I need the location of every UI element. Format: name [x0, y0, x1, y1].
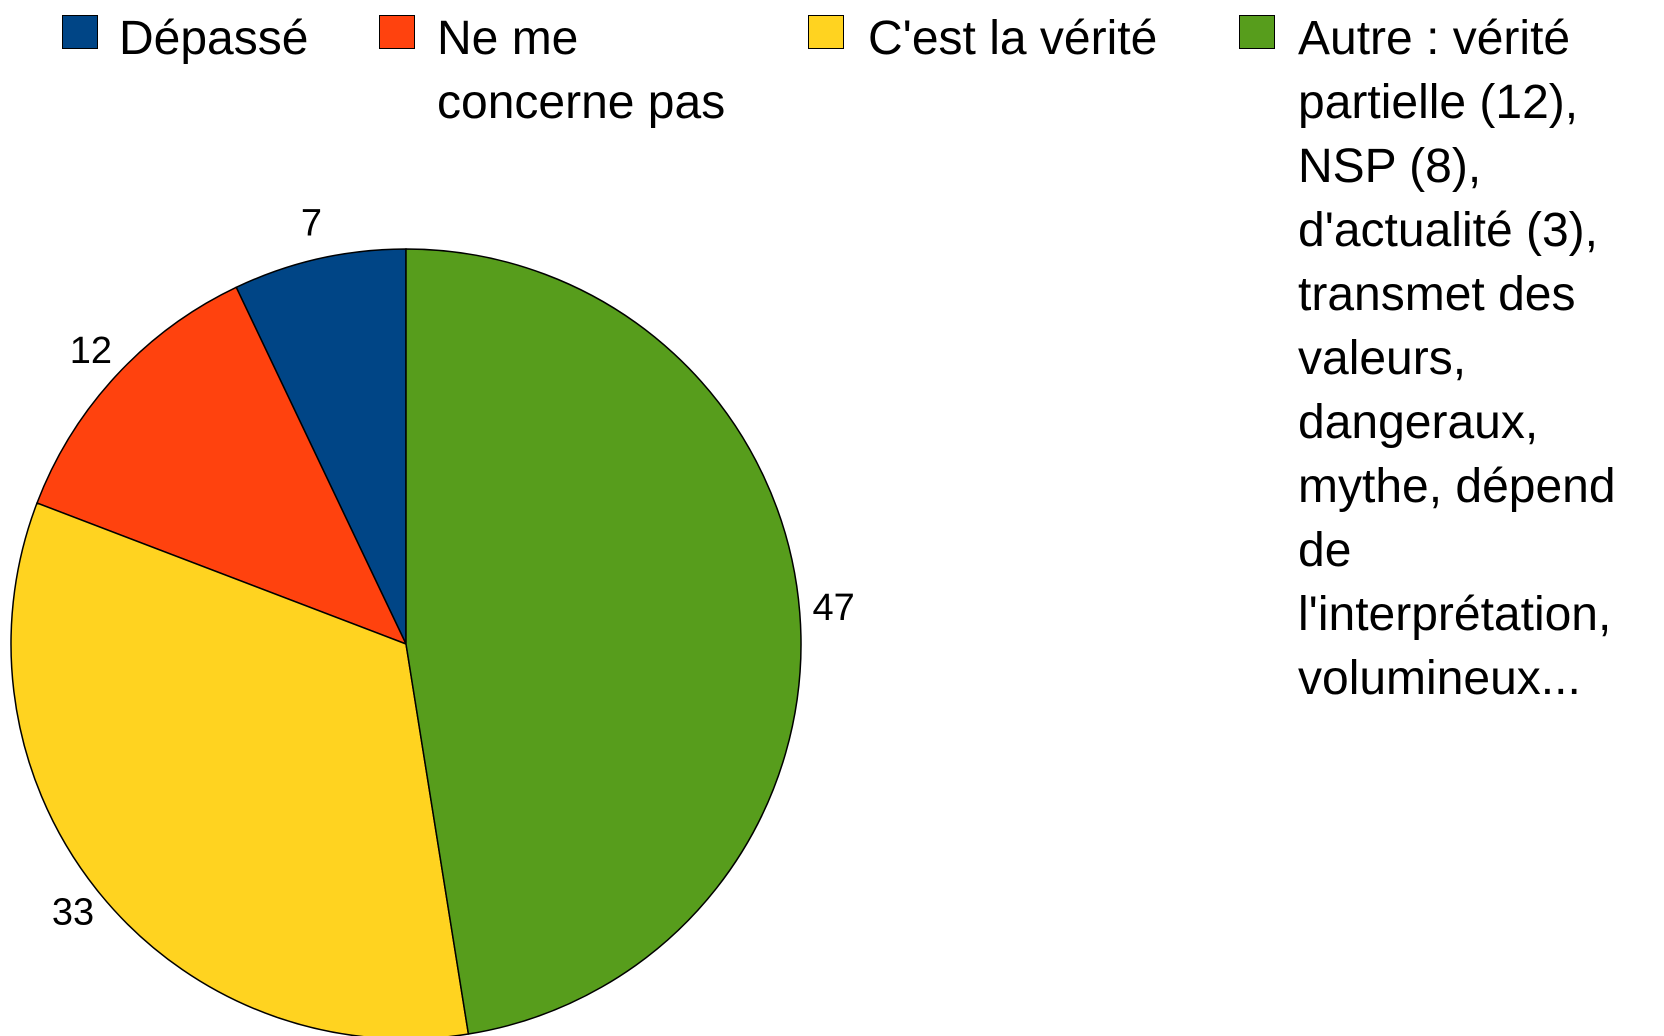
- pie-slice: [405, 248, 802, 1035]
- legend-label: Ne me concerne pas: [437, 12, 726, 129]
- data-label: 33: [52, 892, 94, 934]
- pie-slice: [10, 502, 470, 1036]
- pie-slice: [235, 248, 407, 645]
- data-label: 12: [70, 330, 112, 372]
- legend-label: Dépassé: [119, 12, 309, 65]
- data-label: 47: [813, 587, 855, 629]
- legend-swatch: [808, 15, 844, 49]
- legend-label: Autre : vérité partielle (12), NSP (8), …: [1298, 12, 1616, 705]
- data-label: 7: [301, 203, 322, 245]
- legend-swatch: [1239, 15, 1275, 49]
- legend-swatch: [379, 15, 415, 49]
- legend-label: C'est la vérité: [868, 12, 1158, 65]
- pie-slice: [36, 286, 408, 646]
- legend-swatch: [62, 15, 98, 49]
